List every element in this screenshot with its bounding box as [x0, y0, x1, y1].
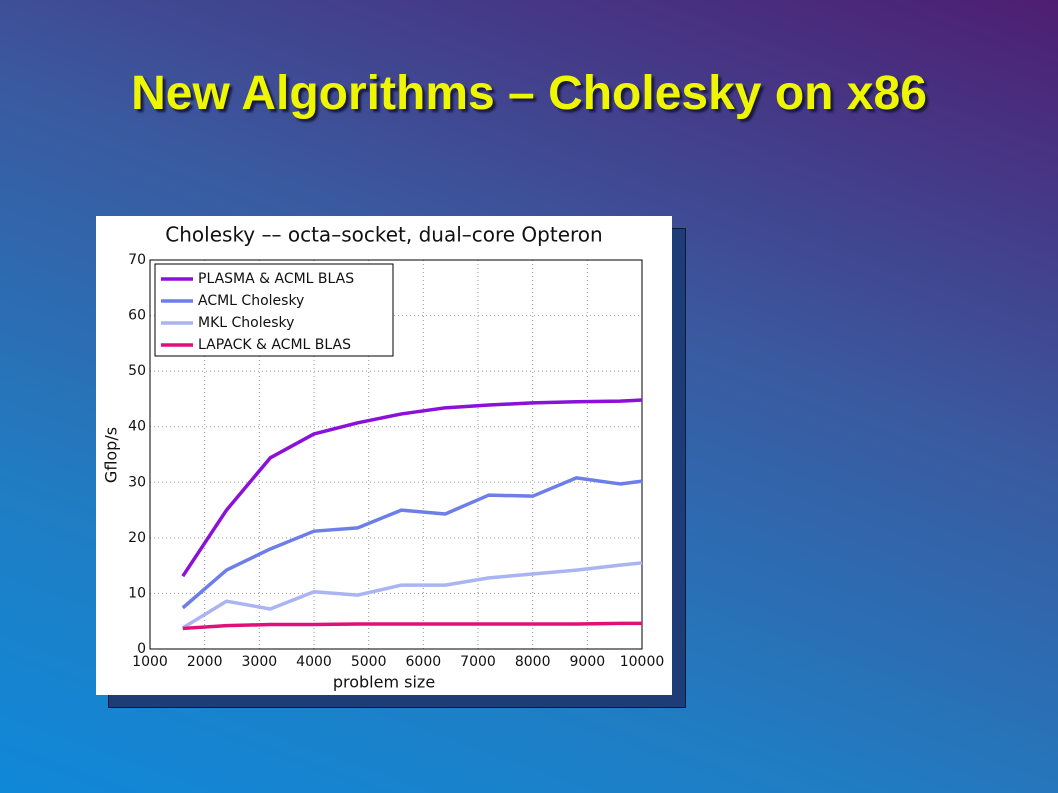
x-tick-label: 1000 — [132, 654, 168, 670]
chart-title: Cholesky –– octa–socket, dual–core Opter… — [165, 223, 602, 247]
y-tick-label: 0 — [137, 641, 146, 657]
x-tick-label: 8000 — [515, 654, 551, 670]
x-tick-label: 3000 — [242, 654, 278, 670]
series-line — [181, 476, 643, 610]
legend-box — [154, 263, 394, 357]
series-line — [181, 398, 643, 578]
series-line — [181, 561, 643, 630]
series-line — [182, 621, 642, 631]
x-tick-label: 9000 — [570, 654, 606, 670]
x-tick-label: 10000 — [620, 654, 665, 670]
y-tick-label: 30 — [128, 474, 146, 490]
x-tick-label: 7000 — [460, 654, 496, 670]
y-axis-label: Gflop/s — [102, 427, 121, 483]
y-tick-label: 50 — [128, 363, 146, 379]
slide-title: New Algorithms – Cholesky on x86 — [131, 67, 927, 120]
y-tick-label: 20 — [128, 530, 146, 546]
y-tick-label: 10 — [128, 585, 146, 601]
legend-label: LAPACK & ACML BLAS — [198, 337, 351, 353]
x-tick-label: 6000 — [406, 654, 442, 670]
y-tick-label: 40 — [128, 419, 146, 435]
x-tick-label: 4000 — [296, 654, 332, 670]
legend-label: PLASMA & ACML BLAS — [198, 271, 354, 287]
chart: Cholesky –– octa–socket, dual–core Opter… — [96, 216, 672, 695]
legend-label: MKL Cholesky — [198, 315, 294, 331]
x-tick-label: 2000 — [187, 654, 223, 670]
plot-frame — [149, 259, 643, 650]
y-tick-label: 60 — [128, 308, 146, 324]
legend-label: ACML Cholesky — [198, 293, 304, 309]
x-tick-label: 5000 — [351, 654, 387, 670]
y-tick-label: 70 — [128, 252, 146, 268]
x-axis-label: problem size — [333, 673, 435, 692]
